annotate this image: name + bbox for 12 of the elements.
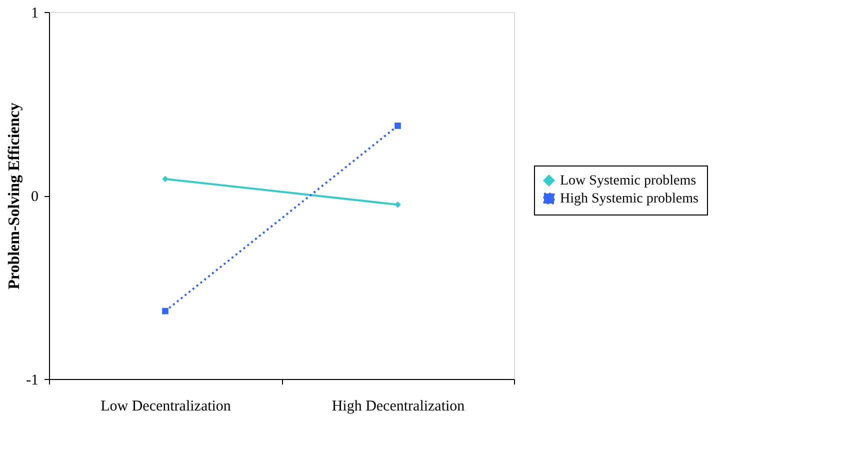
x-tick-label: High Decentralization	[332, 398, 466, 414]
point	[394, 202, 401, 208]
y-tick-label: 1	[31, 6, 38, 22]
legend-label: Low Systemic problems	[560, 174, 696, 188]
x-tick-label: Low Decentralization	[100, 398, 232, 414]
point	[162, 308, 168, 314]
y-axis-title: Problem-Solving Efficiency	[6, 102, 24, 290]
y-tick-label: 0	[31, 189, 38, 205]
y-tick-label: -1	[26, 372, 38, 388]
legend-label: High Systemic problems	[560, 192, 698, 206]
point	[162, 176, 168, 182]
point	[394, 122, 401, 129]
